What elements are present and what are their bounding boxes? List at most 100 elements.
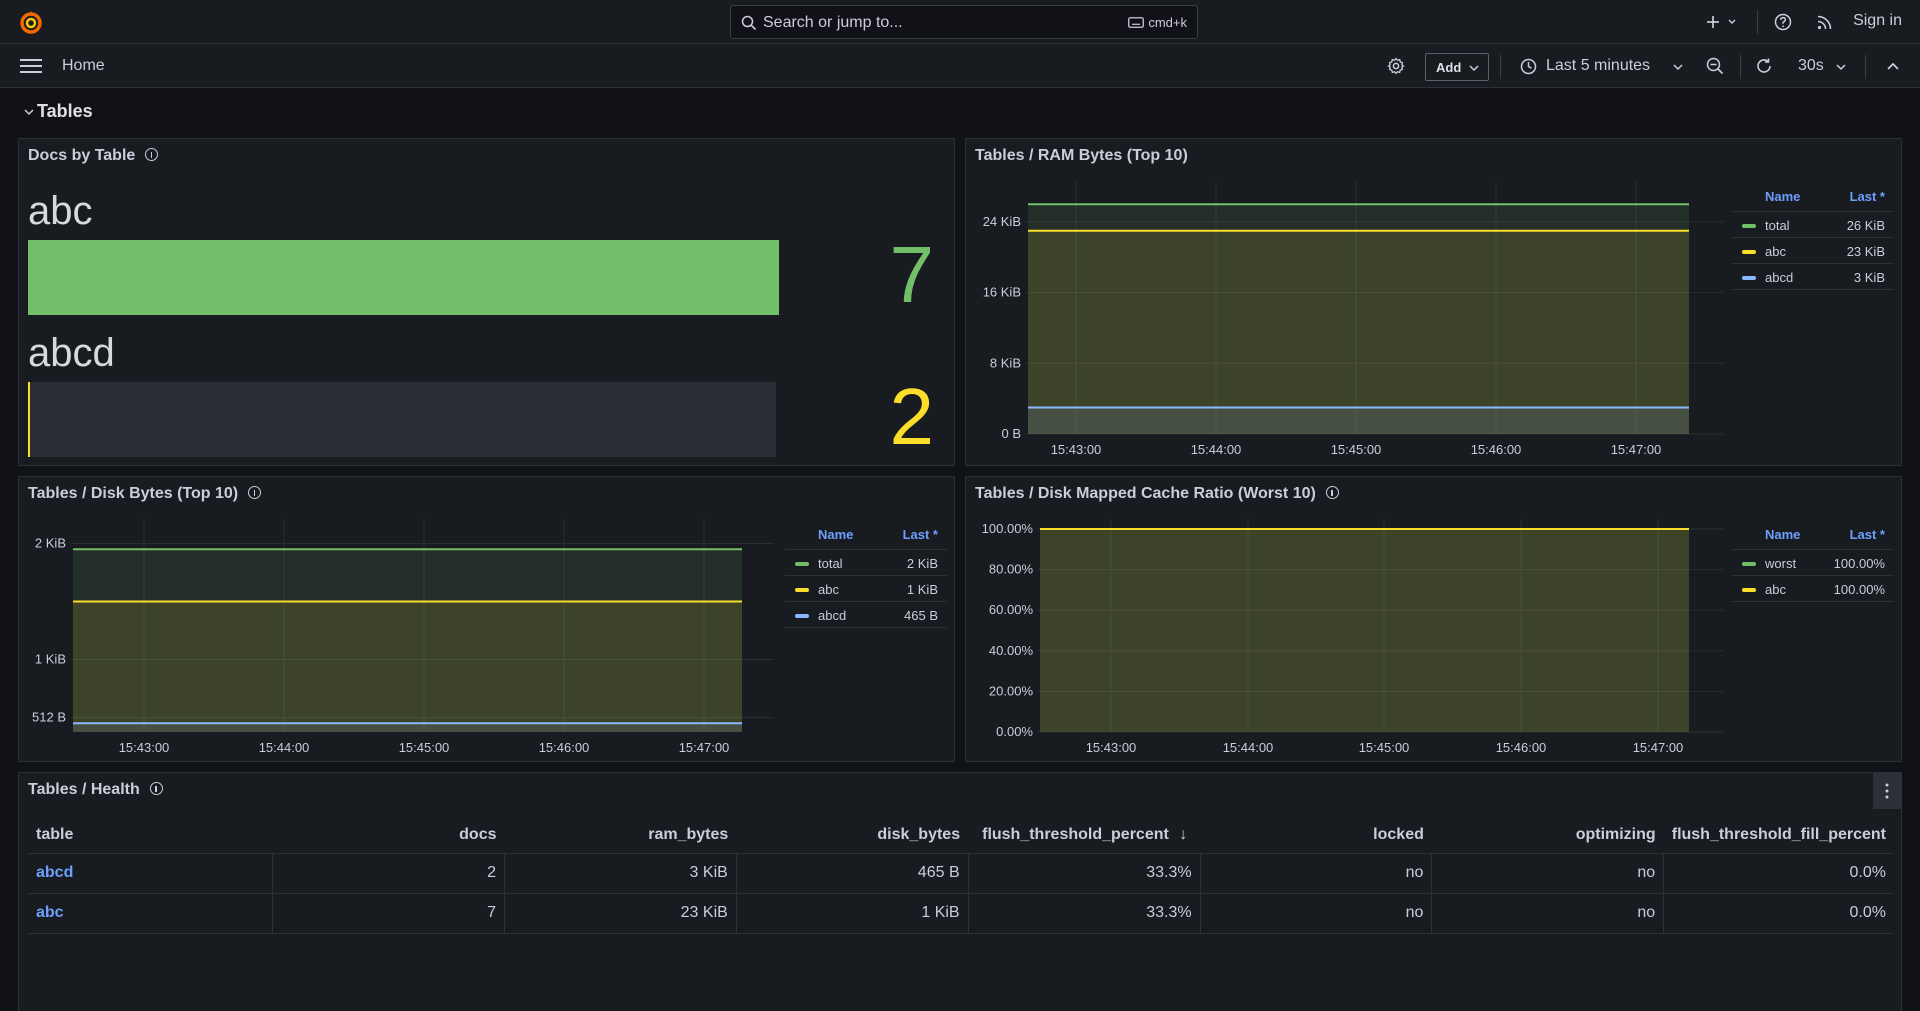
more-vertical-icon — [1885, 783, 1889, 799]
info-icon[interactable] — [145, 148, 159, 162]
legend-header-name[interactable]: Name — [1765, 527, 1801, 542]
sign-in-link[interactable]: Sign in — [1853, 12, 1902, 29]
legend-last-value: 1 KiB — [906, 582, 938, 597]
refresh-icon[interactable] — [1755, 57, 1773, 75]
y-tick-label: 100.00% — [982, 521, 1034, 536]
column-header-optimizing[interactable]: optimizing — [1431, 817, 1664, 854]
disk-bytes-chart[interactable]: 512 B 1 KiB 2 KiB 15:43:00 15:44:00 15:45:00 1… — [19, 477, 779, 762]
legend-swatch — [795, 562, 809, 566]
legend-header-name[interactable]: Name — [818, 527, 854, 542]
time-range-picker[interactable]: Last 5 minutes — [1518, 53, 1688, 81]
chevron-up-icon[interactable] — [1886, 61, 1900, 71]
legend-swatch — [1742, 562, 1756, 566]
legend-item[interactable]: abc 100.00% — [1732, 575, 1894, 601]
search-icon — [741, 15, 757, 31]
add-button[interactable]: Add — [1425, 53, 1489, 81]
panel-disk-mapped-cache-ratio: Tables / Disk Mapped Cache Ratio (Worst … — [965, 476, 1902, 762]
menu-icon[interactable] — [20, 57, 42, 75]
panel-title[interactable]: Tables / Disk Bytes (Top 10) — [28, 485, 262, 503]
plus-icon[interactable] — [1705, 14, 1739, 30]
divider — [1757, 10, 1758, 34]
legend-item[interactable]: worst 100.00% — [1732, 549, 1894, 575]
column-header-flush-threshold-fill-percent[interactable]: flush_threshold_fill_percent — [1663, 817, 1894, 854]
zoom-out-icon[interactable] — [1706, 57, 1724, 75]
info-icon[interactable] — [1325, 486, 1339, 500]
search-placeholder: Search or jump to... — [763, 14, 903, 31]
table-cell: 2 — [272, 853, 505, 894]
chevron-down-icon[interactable] — [1836, 63, 1846, 71]
grafana-logo-icon[interactable] — [18, 10, 44, 36]
panel-title[interactable]: Tables / Disk Mapped Cache Ratio (Worst … — [975, 485, 1339, 503]
help-icon[interactable] — [1774, 13, 1792, 31]
x-tick-label: 15:44:00 — [259, 740, 310, 755]
table-cell: 23 KiB — [504, 893, 737, 934]
table-cell-link[interactable]: abc — [28, 893, 274, 934]
chevron-down-icon — [1469, 65, 1479, 72]
panel-title[interactable]: Tables / RAM Bytes (Top 10) — [975, 147, 1188, 165]
panel-title[interactable]: Tables / Health — [28, 781, 163, 799]
table-cell: 33.3% — [968, 893, 1201, 934]
y-tick-label: 1 KiB — [35, 652, 66, 667]
column-header-disk-bytes[interactable]: disk_bytes — [736, 817, 969, 854]
x-tick-label: 15:46:00 — [1496, 740, 1547, 755]
legend-swatch — [795, 614, 809, 618]
legend-item[interactable]: total 26 KiB — [1732, 211, 1894, 237]
legend-name: abcd — [818, 608, 847, 623]
bar-label: abc — [28, 189, 93, 233]
panel-title-text: Tables / Health — [28, 781, 140, 798]
y-tick-label: 0 B — [1001, 426, 1021, 441]
row-toggle-tables[interactable]: Tables — [24, 101, 93, 122]
column-header-locked[interactable]: locked — [1200, 817, 1432, 854]
info-icon[interactable] — [149, 782, 163, 796]
news-feed-icon[interactable] — [1816, 13, 1834, 31]
dashboard-toolbar — [0, 44, 1920, 88]
series-area — [1040, 529, 1689, 732]
panel-menu-button[interactable] — [1873, 773, 1901, 809]
legend-header-last[interactable]: Last * — [902, 527, 938, 542]
chevron-down-icon — [24, 109, 34, 116]
table-cell: 0.0% — [1663, 893, 1894, 934]
x-tick-label: 15:43:00 — [1051, 442, 1102, 457]
legend-header-last[interactable]: Last * — [1849, 189, 1885, 204]
legend-swatch — [1742, 588, 1756, 592]
refresh-interval-picker[interactable]: 30s — [1798, 57, 1824, 74]
panel-title-text: Tables / Disk Bytes (Top 10) — [28, 485, 239, 502]
legend-last-value: 465 B — [904, 608, 938, 623]
table-cell: no — [1431, 853, 1665, 894]
legend-last-value: 26 KiB — [1846, 218, 1885, 233]
x-tick-label: 15:43:00 — [119, 740, 170, 755]
y-tick-label: 8 KiB — [990, 355, 1021, 370]
divider — [1740, 55, 1741, 79]
divider — [1500, 55, 1501, 79]
column-header-table[interactable]: table — [28, 817, 273, 854]
gear-icon[interactable] — [1387, 57, 1405, 75]
legend-item[interactable]: abc 23 KiB — [1732, 237, 1894, 263]
legend-header-last[interactable]: Last * — [1849, 527, 1885, 542]
search-shortcut-label: cmd+k — [1148, 15, 1187, 30]
legend-name: total — [818, 556, 843, 571]
table-cell-link[interactable]: abcd — [28, 853, 274, 894]
top-bar: Search or jump to... cmd+k Sign in — [0, 0, 1920, 44]
search-shortcut: cmd+k — [1128, 15, 1187, 30]
x-tick-label: 15:47:00 — [1633, 740, 1684, 755]
y-tick-label: 24 KiB — [983, 214, 1021, 229]
column-header-flush-threshold-percent[interactable]: flush_threshold_percent ↓ — [968, 817, 1201, 854]
column-header-docs[interactable]: docs — [272, 817, 505, 854]
legend-last-value: 2 KiB — [906, 556, 938, 571]
legend-last-value: 23 KiB — [1846, 244, 1885, 259]
column-header-ram-bytes[interactable]: ram_bytes — [504, 817, 737, 854]
legend-swatch — [1742, 250, 1756, 254]
legend-header-name[interactable]: Name — [1765, 189, 1801, 204]
legend-item[interactable]: abcd 465 B — [785, 601, 947, 627]
panel-health: Tables / Health table docs ram_bytes dis… — [18, 772, 1902, 1011]
legend-item[interactable]: abc 1 KiB — [785, 575, 947, 601]
legend-item[interactable]: abcd 3 KiB — [1732, 263, 1894, 289]
cache-ratio-chart[interactable]: 0.00% 20.00% 40.00% 60.00% 80.00% 100.00% 15:4… — [966, 477, 1726, 762]
ram-bytes-chart[interactable]: 0 B 8 KiB 16 KiB 24 KiB 15:43:00 15:44:00 15:4… — [966, 139, 1726, 466]
breadcrumb-home[interactable]: Home — [62, 57, 105, 74]
search-input[interactable]: Search or jump to... cmd+k — [730, 5, 1198, 39]
info-icon[interactable] — [248, 486, 262, 500]
x-tick-label: 15:45:00 — [399, 740, 450, 755]
panel-title[interactable]: Docs by Table — [28, 147, 159, 165]
legend-item[interactable]: total 2 KiB — [785, 549, 947, 575]
